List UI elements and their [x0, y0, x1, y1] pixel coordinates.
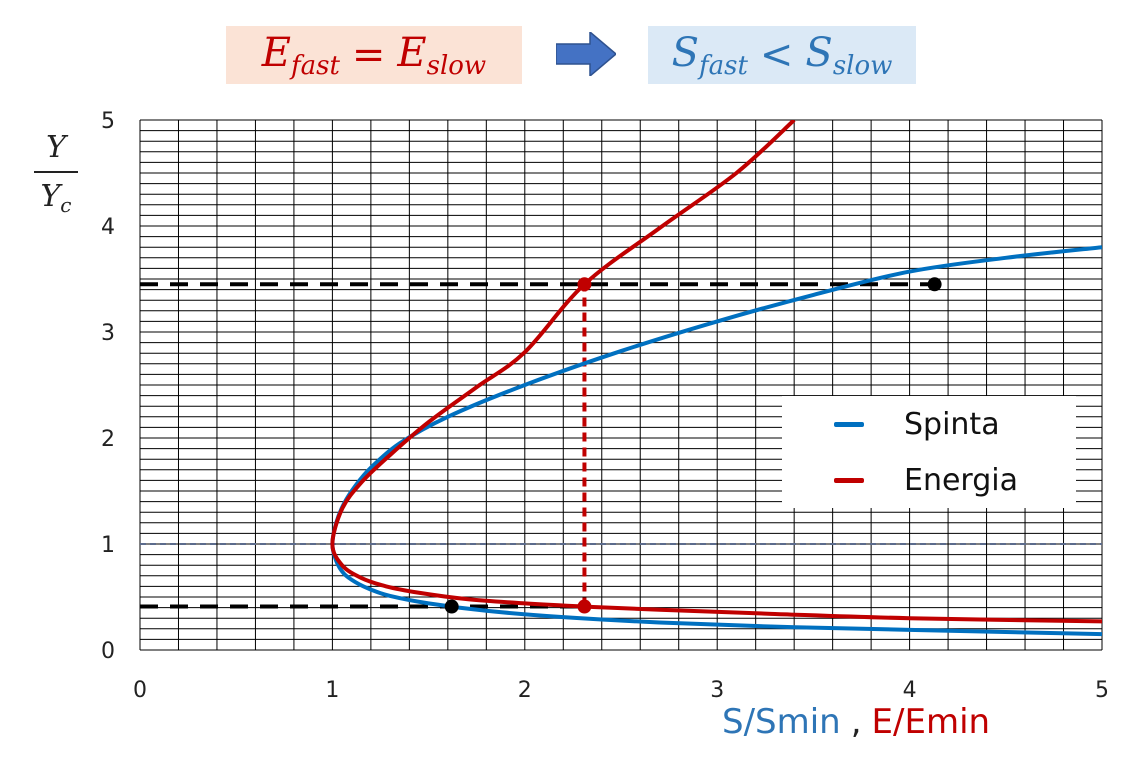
- data-point-marker: [444, 599, 459, 614]
- y-tick-label: 4: [101, 215, 115, 240]
- x-tick-label: 0: [133, 678, 147, 703]
- x-axis-label: S/Smin, E/Emin: [722, 702, 990, 742]
- right-arrow-icon: [556, 32, 616, 76]
- x-label-energia: E/Emin: [871, 702, 991, 742]
- eq-s-fast: Sfast: [671, 29, 748, 81]
- legend: Spinta Energia: [782, 396, 1076, 508]
- x-tick-label: 5: [1095, 678, 1109, 703]
- x-label-spinta: S/Smin: [722, 702, 841, 742]
- legend-swatch-energia: [834, 477, 864, 483]
- y-tick-label: 2: [101, 427, 115, 452]
- eq-e-slow: Eslow: [397, 29, 487, 81]
- x-tick-label: 2: [518, 678, 532, 703]
- y-axis-label: Y Yc: [34, 130, 78, 217]
- y-tick-label: 3: [101, 321, 115, 346]
- legend-item-spinta: Spinta: [834, 404, 1000, 444]
- x-tick-label: 4: [903, 678, 917, 703]
- eq-s-slow: Sslow: [805, 29, 893, 81]
- data-point-marker: [577, 599, 592, 614]
- y-tick-label: 0: [101, 639, 115, 664]
- eq-e-fast: Efast: [261, 29, 340, 81]
- eq-less-than-sign: <: [759, 32, 794, 78]
- legend-item-energia: Energia: [834, 460, 1018, 500]
- y-tick-label: 1: [101, 533, 115, 558]
- legend-label-spinta: Spinta: [904, 406, 1000, 442]
- y-tick-label: 5: [101, 109, 115, 134]
- data-point-marker: [927, 277, 942, 292]
- thrust-inequality-box: Sfast < Sslow: [648, 26, 916, 84]
- legend-swatch-spinta: [834, 421, 864, 427]
- legend-label-energia: Energia: [904, 462, 1018, 498]
- series-line-energia: [330, 120, 1102, 624]
- energy-equality-box: Efast = Eslow: [226, 26, 522, 84]
- eq-equals-sign: =: [351, 32, 386, 78]
- x-label-separator: ,: [850, 702, 862, 742]
- y-label-numerator: Y: [46, 130, 66, 165]
- x-tick-label: 1: [325, 678, 339, 703]
- x-tick-label: 3: [710, 678, 724, 703]
- data-point-marker: [577, 277, 592, 292]
- y-label-denominator: Yc: [40, 179, 72, 217]
- y-label-fraction-bar: [34, 171, 78, 173]
